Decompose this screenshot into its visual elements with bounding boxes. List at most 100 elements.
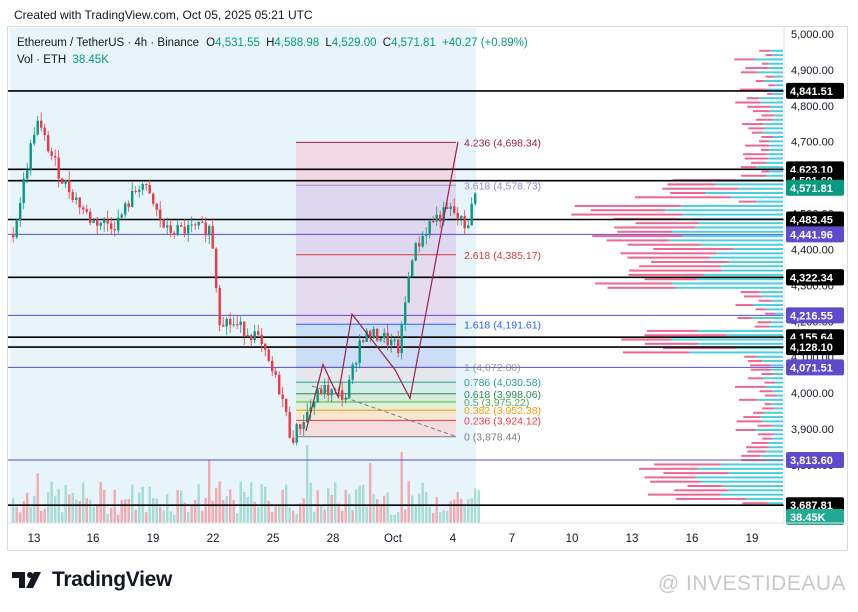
volume-profile-bar (682, 235, 783, 238)
candle-body (327, 385, 330, 396)
volume-profile-bar (634, 196, 731, 199)
candle-body (138, 189, 141, 192)
volume-profile-bar (759, 390, 773, 393)
volume-profile-bar (627, 243, 701, 246)
volume-bar (176, 489, 179, 523)
volume-bar (330, 495, 333, 523)
fib-level-label: 2.618 (4,385.17) (464, 250, 541, 262)
volume-profile-bar (595, 282, 673, 285)
volume-bar (460, 499, 463, 523)
price-label-badge[interactable] (786, 82, 844, 99)
price-label-badge[interactable] (786, 307, 844, 324)
volume-profile-bar (728, 489, 783, 492)
volume-profile-bar (729, 260, 783, 263)
volume-profile-bar (768, 157, 783, 160)
price-label-text: 38.45K (790, 512, 826, 524)
volume-profile-bar (754, 325, 770, 328)
volume-bar (155, 498, 158, 523)
trend-dashed-line[interactable] (311, 385, 456, 437)
candle-body (278, 374, 281, 395)
open-value: 4,531.55 (215, 37, 260, 49)
volume-bar (110, 507, 113, 523)
price-label-badge[interactable] (786, 226, 844, 243)
candle-body (288, 412, 291, 438)
price-label-text: 4,071.51 (790, 362, 833, 374)
volume-profile-bar (740, 291, 760, 294)
volume-bar (369, 463, 372, 523)
candle-body (166, 225, 169, 228)
candle-body (225, 318, 228, 327)
price-label-text: 4,128.10 (790, 342, 833, 354)
volume-bar (309, 482, 312, 523)
volume-profile-bar (756, 166, 783, 169)
candle-body (215, 248, 218, 289)
volume-profile-bar (651, 260, 730, 263)
candle-body (29, 143, 32, 171)
price-label-badge[interactable] (786, 509, 844, 525)
price-tick-label: 4,400.00 (791, 244, 834, 256)
volume-bar (78, 500, 81, 523)
candle-body (89, 211, 92, 223)
candle-body (103, 219, 106, 223)
price-label-badge[interactable] (786, 359, 844, 376)
fib-level-label: 3.618 (4,578.73) (464, 180, 541, 192)
high-value: 4,588.98 (274, 37, 320, 49)
volume-profile-bar (675, 286, 783, 289)
volume-profile-bar (748, 377, 764, 380)
fib-level-label: 0.382 (3,952.38) (464, 405, 541, 417)
fib-zone (296, 420, 456, 437)
price-label-text: 4,441.96 (790, 229, 833, 241)
volume-profile-bar (765, 308, 783, 311)
price-label-badge[interactable] (786, 179, 844, 196)
volume-bar (113, 489, 116, 523)
volume-bar (425, 491, 428, 523)
volume-bar (173, 514, 176, 523)
candle-body (362, 340, 365, 342)
volume-profile-bar (765, 385, 783, 388)
candle-body (246, 335, 249, 337)
candle-body (365, 330, 368, 342)
candle-body (61, 178, 64, 184)
volume-profile-bar (735, 385, 766, 388)
price-label-badge[interactable] (786, 269, 844, 286)
price-label-badge[interactable] (786, 211, 844, 228)
volume-profile-bar (769, 325, 783, 328)
volume-bar (456, 492, 459, 523)
fib-zone (296, 367, 456, 383)
volume-profile-bar (761, 62, 769, 65)
candle-body (222, 324, 225, 327)
volume-bar (218, 481, 221, 523)
candle-body (92, 219, 95, 223)
volume-bar (183, 502, 186, 523)
volume-profile-bar (720, 265, 783, 268)
volume-profile-bar (769, 170, 783, 173)
volume-label: Vol · ETH (17, 54, 67, 66)
candle-body (187, 225, 190, 234)
volume-bar (411, 495, 414, 523)
candle-body (439, 214, 442, 222)
volume-profile-bar (772, 54, 783, 57)
volume-profile-bar (766, 450, 783, 453)
tradingview-logo[interactable]: TradingView (12, 568, 172, 592)
volume-bar (383, 495, 386, 523)
price-label-badge[interactable] (786, 339, 844, 356)
symbol-title[interactable]: Ethereum / TetherUS · 4h · Binance (17, 37, 199, 49)
candle-body (113, 229, 116, 231)
time-tick-label: 22 (207, 533, 220, 545)
candle-body (369, 330, 372, 338)
volume-bar (246, 497, 249, 523)
volume-profile-bar (735, 347, 783, 350)
volume-profile-bar (650, 480, 701, 483)
price-label-badge[interactable] (786, 452, 844, 469)
ohlc-row: Ethereum / TetherUS · 4h · Binance O4,53… (17, 35, 528, 52)
volume-profile-bar (767, 441, 783, 444)
volume-profile-bar (697, 467, 783, 470)
projection-path[interactable] (305, 141, 459, 431)
volume-profile-bar (763, 123, 783, 126)
volume-profile-bar (771, 403, 783, 406)
candle-body (306, 412, 309, 423)
chart-pane-frame[interactable] (7, 26, 848, 551)
price-label-text: 4,571.81 (790, 183, 833, 195)
volume-profile-bar (758, 140, 770, 143)
